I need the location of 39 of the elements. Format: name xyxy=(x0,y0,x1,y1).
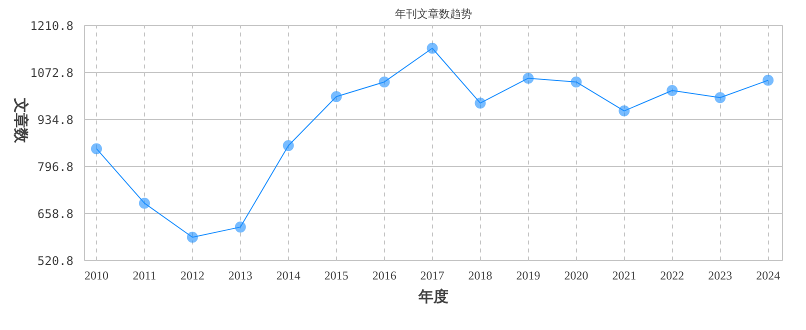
x-tick-label: 2023 xyxy=(708,268,732,282)
point xyxy=(522,72,534,84)
x-axis-title: 年度 xyxy=(418,288,448,306)
y-tick-label: 520.8 xyxy=(37,254,74,268)
point xyxy=(234,222,246,233)
point xyxy=(474,98,486,109)
x-tick-label: 2018 xyxy=(468,268,492,282)
x-tick-label: 2020 xyxy=(564,268,588,282)
point xyxy=(762,74,774,86)
x-tick-label: 2022 xyxy=(660,268,684,282)
x-tick-label: 2014 xyxy=(276,268,300,282)
x-tick-label: 2016 xyxy=(372,268,396,282)
x-tick-label: 2010 xyxy=(84,268,108,282)
point xyxy=(714,92,726,104)
point xyxy=(426,42,438,54)
x-tick-label: 2012 xyxy=(180,268,204,282)
point xyxy=(330,91,342,102)
y-tick-label: 658.8 xyxy=(37,207,74,221)
x-tick-label: 2015 xyxy=(324,268,348,282)
y-tick-label: 1072.8 xyxy=(30,66,74,80)
y-axis-title: 文章数 xyxy=(12,97,30,144)
point xyxy=(138,198,150,209)
x-tick-label: 2021 xyxy=(612,268,636,282)
point xyxy=(282,140,294,152)
x-tick-label: 2011 xyxy=(132,268,156,282)
chart-title: 年刊文章数趋势 xyxy=(395,8,472,20)
y-tick-label: 796.8 xyxy=(37,160,74,174)
point xyxy=(378,76,390,88)
y-tick-label: 1210.8 xyxy=(30,19,74,33)
point xyxy=(618,105,630,116)
point xyxy=(90,143,102,154)
point xyxy=(570,76,582,88)
x-tick-label: 2017 xyxy=(420,268,444,282)
point xyxy=(186,232,198,243)
x-tick-label: 2024 xyxy=(756,268,780,282)
y-tick-label: 934.8 xyxy=(37,113,74,127)
x-tick-label: 2019 xyxy=(516,268,540,282)
point xyxy=(666,84,678,96)
x-tick-label: 2013 xyxy=(228,268,252,282)
